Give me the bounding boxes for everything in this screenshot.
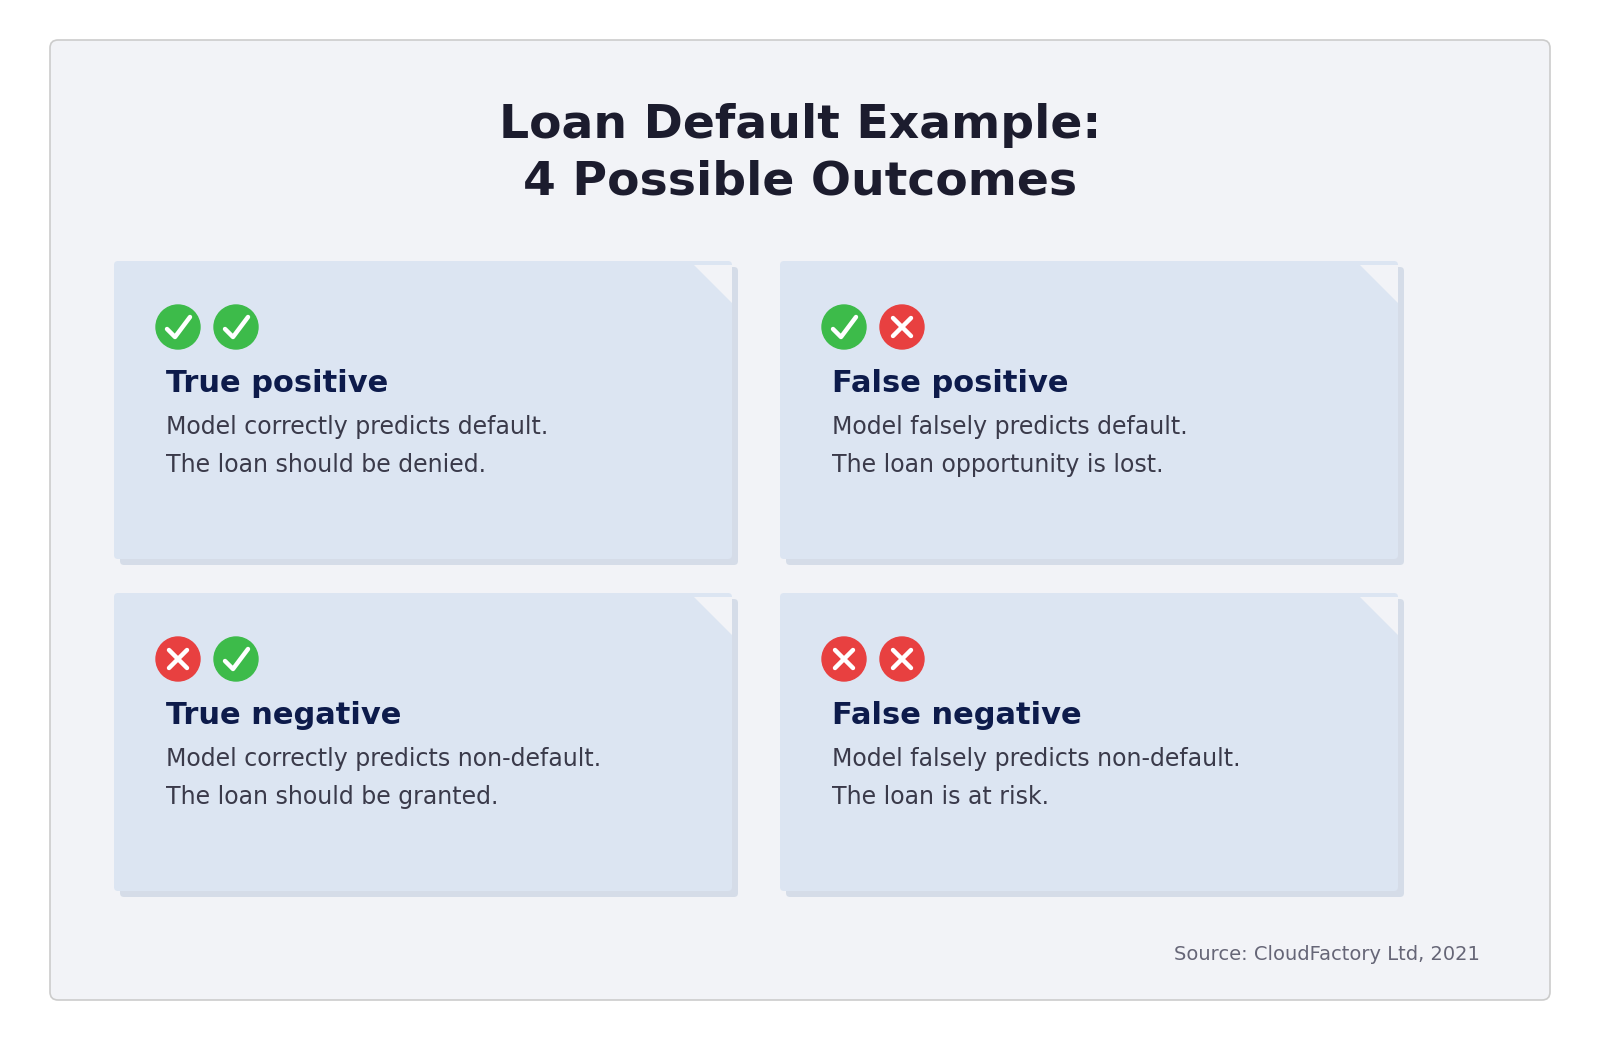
Text: Model correctly predicts non-default.: Model correctly predicts non-default. [166, 747, 602, 771]
Text: True negative: True negative [166, 701, 402, 729]
Circle shape [214, 636, 258, 681]
FancyBboxPatch shape [50, 40, 1550, 1000]
Circle shape [157, 305, 200, 349]
Text: Source: CloudFactory Ltd, 2021: Source: CloudFactory Ltd, 2021 [1174, 945, 1480, 964]
Circle shape [822, 636, 866, 681]
Polygon shape [694, 597, 733, 635]
FancyBboxPatch shape [786, 267, 1405, 565]
Circle shape [157, 636, 200, 681]
Circle shape [880, 636, 925, 681]
Polygon shape [1360, 265, 1398, 303]
Circle shape [822, 305, 866, 349]
FancyBboxPatch shape [786, 599, 1405, 896]
Text: The loan is at risk.: The loan is at risk. [832, 785, 1050, 809]
Text: 4 Possible Outcomes: 4 Possible Outcomes [523, 159, 1077, 205]
Polygon shape [694, 265, 733, 303]
Text: True positive: True positive [166, 368, 389, 397]
Text: False positive: False positive [832, 368, 1069, 397]
Text: False negative: False negative [832, 701, 1082, 729]
FancyBboxPatch shape [114, 261, 733, 560]
Text: The loan opportunity is lost.: The loan opportunity is lost. [832, 453, 1163, 477]
Polygon shape [1360, 597, 1398, 635]
FancyBboxPatch shape [781, 593, 1398, 891]
Text: Loan Default Example:: Loan Default Example: [499, 103, 1101, 148]
FancyBboxPatch shape [120, 599, 738, 896]
FancyBboxPatch shape [781, 261, 1398, 560]
FancyBboxPatch shape [114, 593, 733, 891]
FancyBboxPatch shape [120, 267, 738, 565]
Text: Model falsely predicts non-default.: Model falsely predicts non-default. [832, 747, 1240, 771]
Text: Model correctly predicts default.: Model correctly predicts default. [166, 415, 549, 439]
Circle shape [214, 305, 258, 349]
Text: Model falsely predicts default.: Model falsely predicts default. [832, 415, 1187, 439]
Text: The loan should be granted.: The loan should be granted. [166, 785, 498, 809]
Circle shape [880, 305, 925, 349]
Text: The loan should be denied.: The loan should be denied. [166, 453, 486, 477]
